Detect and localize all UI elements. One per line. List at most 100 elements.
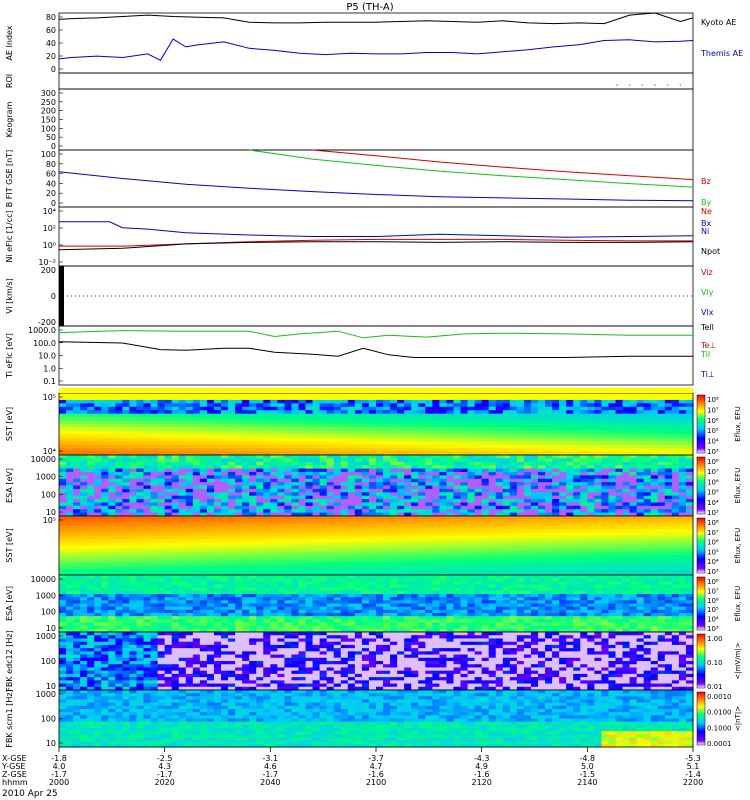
heatmap-cell: [411, 542, 419, 547]
heatmap-cell: [143, 548, 152, 553]
heatmap-cell: [249, 482, 257, 487]
heatmap-cell: [418, 399, 426, 404]
heatmap-cell: [538, 495, 546, 500]
heatmap-cell: [432, 441, 440, 446]
heatmap-cell: [319, 548, 328, 553]
heatmap-cell: [629, 548, 638, 553]
heatmap-cell: [347, 468, 356, 473]
heatmap-cell: [361, 488, 370, 493]
heatmap-cell: [115, 434, 123, 439]
heatmap-cell: [643, 417, 652, 422]
heatmap-cell: [411, 417, 419, 422]
heatmap-cell: [671, 519, 680, 524]
heatmap-cell: [601, 485, 610, 490]
heatmap-cell: [573, 482, 581, 487]
y-tick-label: 150: [41, 116, 56, 125]
heatmap-cell: [488, 561, 497, 566]
heatmap-cell: [509, 571, 518, 576]
heatmap-cell: [439, 555, 448, 560]
heatmap-cell: [587, 451, 595, 456]
heatmap-cell: [474, 529, 483, 533]
heatmap-cell: [87, 522, 95, 527]
heatmap-cell: [87, 468, 95, 473]
heatmap-cell: [66, 555, 74, 560]
heatmap-cell: [298, 499, 307, 504]
heatmap-cell: [94, 434, 102, 439]
heatmap-cell: [453, 538, 462, 543]
heatmap-cell: [481, 505, 490, 510]
heatmap-cell: [291, 427, 300, 432]
heatmap-cell: [474, 509, 483, 514]
heatmap-cell: [354, 458, 363, 463]
heatmap-cell: [129, 430, 138, 435]
heatmap-cell: [439, 561, 448, 566]
heatmap-cell: [221, 532, 229, 537]
heatmap-cell: [361, 427, 370, 432]
heatmap-cell: [418, 478, 426, 483]
heatmap-cell: [608, 461, 617, 466]
heatmap-cell: [143, 555, 152, 560]
heatmap-cell: [347, 522, 356, 527]
heatmap-cell: [178, 475, 187, 480]
heatmap-cell: [404, 478, 412, 483]
heatmap-cell: [678, 461, 687, 466]
heatmap-cell: [439, 542, 448, 547]
heatmap-cell: [354, 516, 363, 520]
heatmap-cell: [284, 571, 293, 576]
data-point: [654, 84, 656, 86]
heatmap-cell: [305, 427, 314, 432]
heatmap-cell: [291, 561, 300, 566]
heatmap-cell: [425, 399, 433, 404]
heatmap-cell: [270, 555, 278, 560]
heatmap-cell: [199, 406, 208, 411]
heatmap-cell: [213, 495, 222, 500]
heatmap-cell: [94, 403, 102, 408]
heatmap-cell: [538, 571, 546, 576]
heatmap-cell: [185, 542, 194, 547]
heatmap-cell: [129, 488, 138, 493]
heatmap-cell: [678, 455, 687, 459]
heatmap-cell: [587, 482, 595, 487]
heatmap-cell: [657, 444, 666, 449]
colorbar-tick-label: 10⁵: [707, 489, 719, 497]
heatmap-cell: [270, 545, 278, 550]
heatmap-cell: [383, 451, 391, 456]
heatmap-cell: [312, 488, 321, 493]
heatmap-cell: [467, 568, 476, 573]
heatmap-cell: [270, 468, 278, 473]
heatmap-cell: [333, 499, 342, 504]
heatmap-cell: [129, 561, 138, 566]
heatmap-cell: [411, 458, 419, 463]
heatmap-cell: [101, 430, 109, 435]
heatmap-cell: [678, 522, 687, 527]
heatmap-cell: [664, 441, 673, 446]
heatmap-cell: [432, 444, 440, 449]
heatmap-cell: [390, 441, 398, 446]
heatmap-cell: [340, 430, 349, 435]
heatmap-cell: [115, 396, 123, 401]
heatmap-cell: [171, 417, 180, 422]
heatmap-cell: [277, 427, 286, 432]
heatmap-cell: [270, 529, 278, 533]
heatmap-cell: [143, 502, 152, 507]
heatmap-cell: [552, 522, 560, 527]
heatmap-cell: [164, 552, 173, 556]
heatmap-cell: [460, 522, 469, 527]
heatmap-cell: [622, 542, 631, 547]
heatmap-cell: [432, 519, 440, 524]
heatmap-cell: [347, 499, 356, 504]
heatmap-cell: [390, 406, 398, 411]
heatmap-cell: [552, 410, 560, 415]
heatmap-cell: [439, 417, 448, 422]
heatmap-cell: [636, 516, 645, 520]
heatmap-cell: [213, 502, 222, 507]
heatmap-cell: [446, 406, 455, 411]
heatmap-cell: [502, 545, 511, 550]
heatmap-cell: [256, 441, 264, 446]
heatmap-cell: [516, 475, 525, 480]
heatmap-cell: [432, 406, 440, 411]
heatmap-cell: [559, 410, 567, 415]
heatmap-cell: [502, 525, 511, 530]
heatmap-cell: [559, 399, 567, 404]
heatmap-cell: [397, 427, 405, 432]
